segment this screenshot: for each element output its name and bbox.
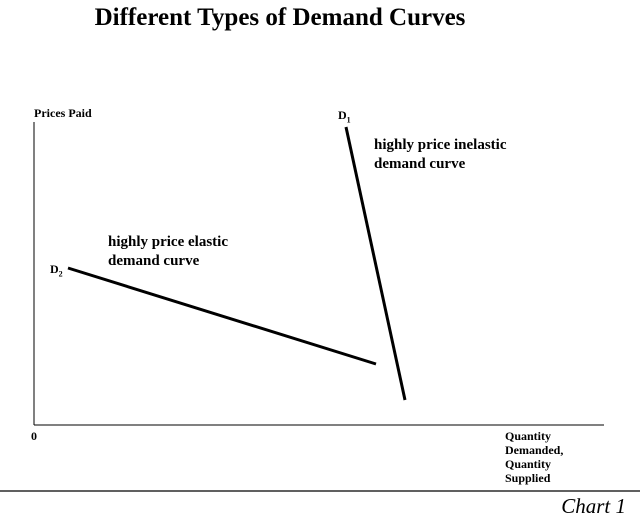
origin-label: 0 bbox=[31, 429, 37, 443]
chart-caption: Chart 1 bbox=[561, 494, 626, 518]
y-axis-label: Prices Paid bbox=[34, 106, 92, 120]
curve-label-d1: D1 bbox=[338, 108, 351, 124]
elastic-curve-note: highly price elastic demand curve bbox=[108, 234, 228, 269]
curve-letter: D bbox=[338, 108, 347, 122]
curve-letter: D bbox=[50, 262, 59, 276]
curve-label-d2: D2 bbox=[50, 262, 63, 278]
diagram-title: Different Types of Demand Curves bbox=[94, 4, 466, 31]
curve-subscript: 2 bbox=[58, 269, 63, 279]
demand-curve-d1 bbox=[344, 126, 407, 401]
inelastic-curve-note: highly price inelastic demand curve bbox=[374, 137, 507, 172]
x-axis-label: Quantity Demanded, Quantity Supplied bbox=[505, 429, 564, 485]
curve-subscript: 1 bbox=[346, 115, 351, 125]
demand-curve-d2 bbox=[67, 266, 377, 366]
